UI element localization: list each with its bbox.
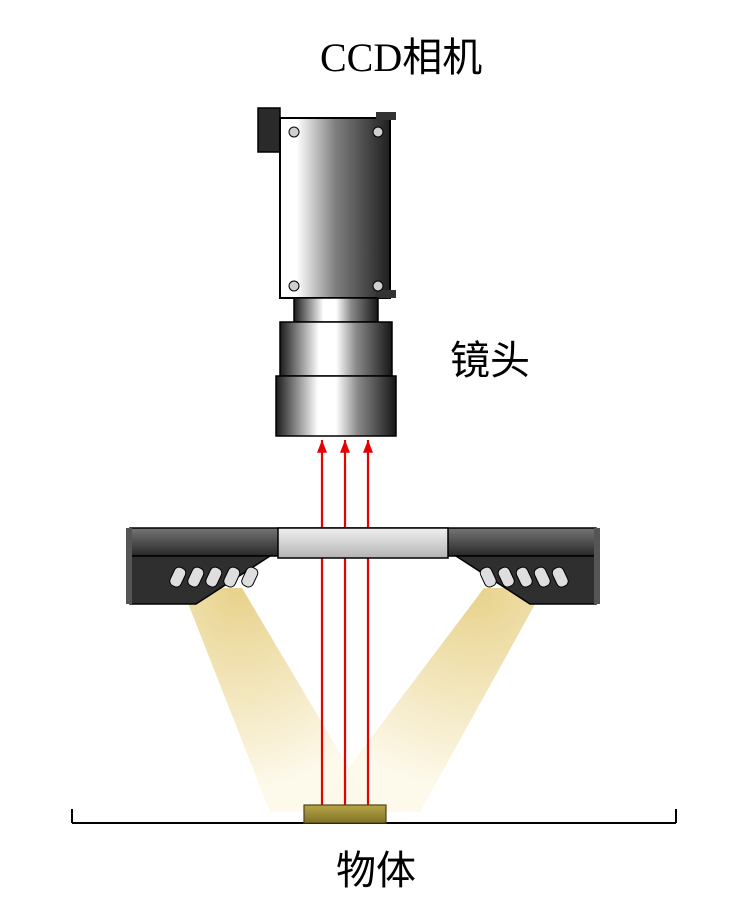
light-cones [182,588,544,812]
label-camera: CCD相机 [320,25,482,83]
diagram-canvas [0,0,750,902]
label-object: 物体 [336,838,416,896]
camera-assembly [258,108,396,436]
surface [72,805,676,823]
label-lens: 镜头 [450,328,530,386]
ring-light [126,528,600,604]
